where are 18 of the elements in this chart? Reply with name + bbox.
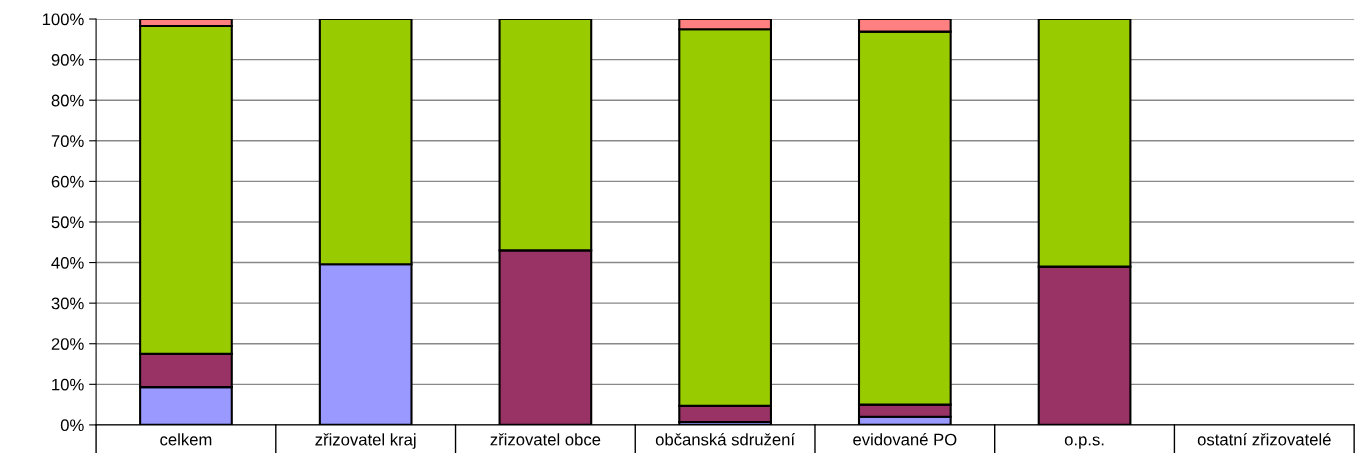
y-tick-label: 10%: [52, 378, 84, 391]
y-tick-label: 60%: [51, 175, 84, 188]
x-tick-label: evidované PO: [853, 433, 957, 446]
x-tick-label: zřizovatel obce: [490, 433, 601, 446]
y-tick-label: 80%: [51, 94, 84, 107]
y-tick-label: 90%: [51, 54, 84, 66]
y-tick-label: 30%: [51, 297, 84, 310]
x-tick-label: ostatní zřizovatelé: [1197, 433, 1331, 446]
y-tick-label: 70%: [51, 135, 84, 147]
y-tick-label: 40%: [51, 256, 84, 269]
y-tick-label: 0%: [60, 419, 84, 432]
x-tick-label: celkem: [160, 433, 212, 446]
x-tick-label: o.p.s.: [1064, 436, 1104, 449]
y-tick-label: 20%: [51, 338, 84, 350]
x-tick-label: zřizovatel kraj: [315, 433, 416, 449]
y-tick-label: 50%: [51, 216, 84, 229]
x-tick-label: občanská sdružení: [655, 433, 795, 446]
y-tick-label: 100%: [42, 13, 84, 26]
